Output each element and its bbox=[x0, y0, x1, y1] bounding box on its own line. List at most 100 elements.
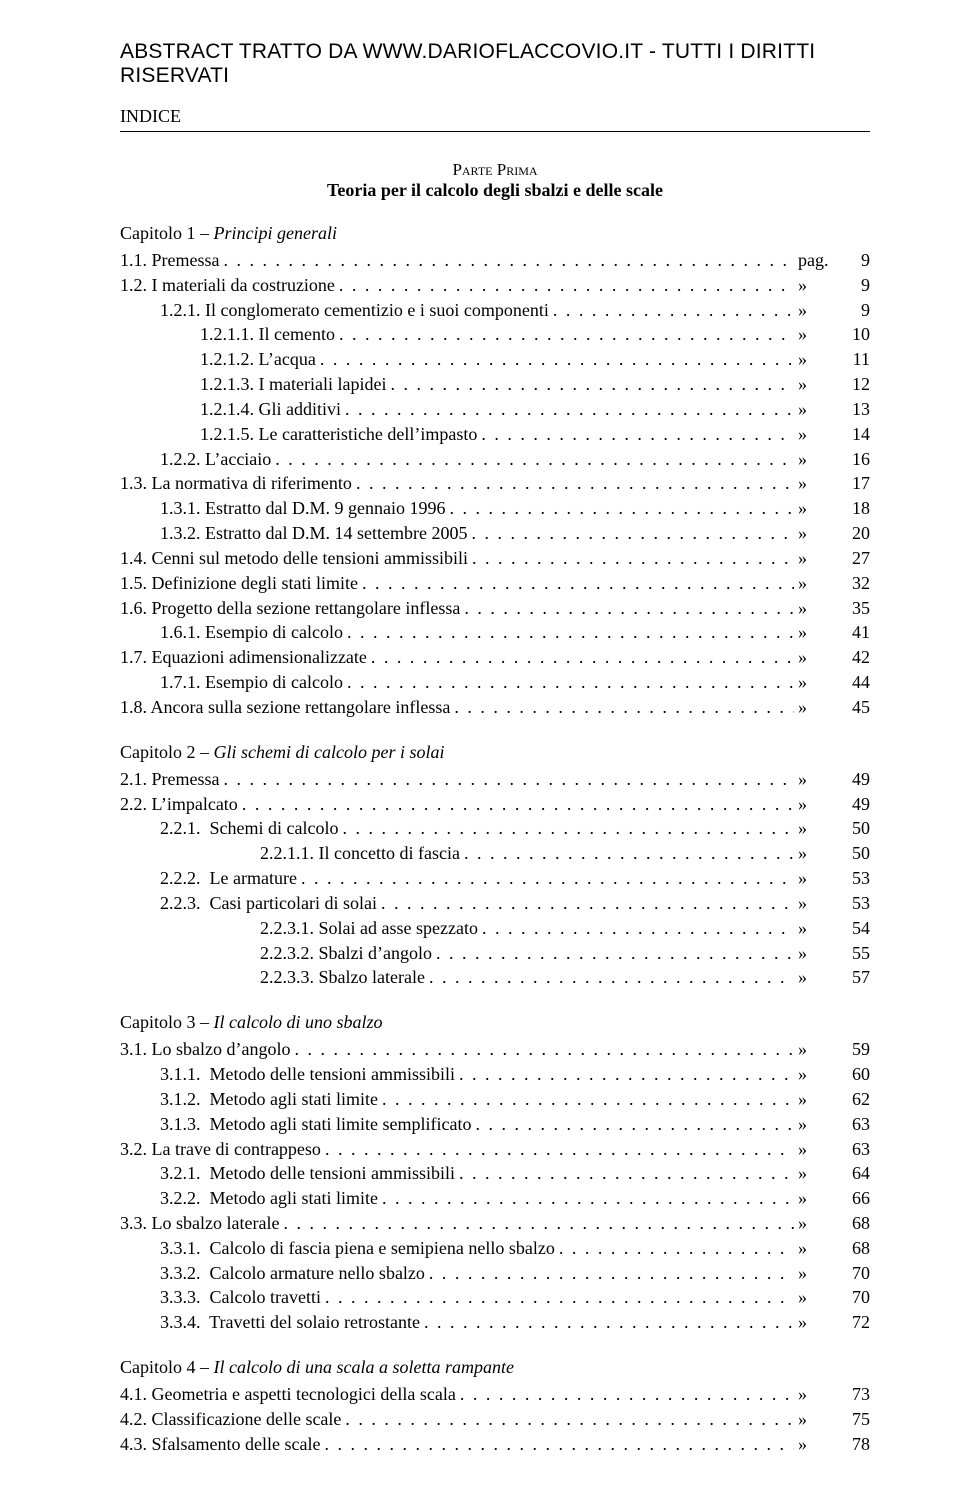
toc-page-number: 50 bbox=[836, 816, 870, 841]
toc-line: 1.2. I materiali da costruzione. . . . .… bbox=[120, 273, 870, 298]
toc-label: 1.6. Progetto della sezione rettangolare… bbox=[120, 596, 460, 621]
toc-leader-dots: . . . . . . . . . . . . . . . . . . . . … bbox=[467, 521, 794, 546]
toc-leader-dots: . . . . . . . . . . . . . . . . . . . . … bbox=[320, 1432, 794, 1457]
toc-leader-dots: . . . . . . . . . . . . . . . . . . . . … bbox=[341, 1407, 794, 1432]
chapter-title: Capitolo 2 – Gli schemi di calcolo per i… bbox=[120, 742, 870, 763]
toc-unit: » bbox=[794, 422, 836, 447]
toc-page-number: 64 bbox=[836, 1161, 870, 1186]
chapter-name: Principi generali bbox=[214, 223, 337, 243]
toc-unit: » bbox=[794, 1261, 836, 1286]
toc-line: 1.2.1.4. Gli additivi. . . . . . . . . .… bbox=[120, 397, 870, 422]
toc-page-number: 53 bbox=[836, 866, 870, 891]
toc-leader-dots: . . . . . . . . . . . . . . . . . . . . … bbox=[432, 941, 794, 966]
toc-line: 3.1.1. Metodo delle tensioni ammissibili… bbox=[120, 1062, 870, 1087]
chapter-name: Il calcolo di uno sbalzo bbox=[214, 1012, 383, 1032]
toc-label: 3.2.2. Metodo agli stati limite bbox=[160, 1186, 378, 1211]
toc-page-number: 20 bbox=[836, 521, 870, 546]
toc-page-number: 49 bbox=[836, 792, 870, 817]
toc-unit: » bbox=[794, 1112, 836, 1137]
toc-label: 1.2.1.5. Le caratteristiche dell’impasto bbox=[200, 422, 477, 447]
toc-line: 3.1.3. Metodo agli stati limite semplifi… bbox=[120, 1112, 870, 1137]
toc-label: 1.4. Cenni sul metodo delle tensioni amm… bbox=[120, 546, 468, 571]
toc-label: 2.2.1. Schemi di calcolo bbox=[160, 816, 338, 841]
toc-line: 3.3.3. Calcolo travetti. . . . . . . . .… bbox=[120, 1285, 870, 1310]
toc-leader-dots: . . . . . . . . . . . . . . . . . . . . … bbox=[378, 1087, 794, 1112]
toc-leader-dots: . . . . . . . . . . . . . . . . . . . . … bbox=[425, 965, 794, 990]
toc-page-number: 42 bbox=[836, 645, 870, 670]
toc-line: 2.2.3.3. Sbalzo laterale. . . . . . . . … bbox=[120, 965, 870, 990]
toc-leader-dots: . . . . . . . . . . . . . . . . . . . . … bbox=[455, 1161, 794, 1186]
toc-leader-dots: . . . . . . . . . . . . . . . . . . . . … bbox=[460, 841, 794, 866]
toc-leader-dots: . . . . . . . . . . . . . . . . . . . . … bbox=[549, 298, 794, 323]
toc-page-number: 57 bbox=[836, 965, 870, 990]
toc-unit: » bbox=[794, 941, 836, 966]
toc-unit: » bbox=[794, 1037, 836, 1062]
toc-line: 3.3.1. Calcolo di fascia piena e semipie… bbox=[120, 1236, 870, 1261]
toc-unit: » bbox=[794, 1236, 836, 1261]
toc-unit: » bbox=[794, 596, 836, 621]
toc-unit: » bbox=[794, 1310, 836, 1335]
toc-leader-dots: . . . . . . . . . . . . . . . . . . . . … bbox=[335, 322, 794, 347]
toc-unit: » bbox=[794, 447, 836, 472]
toc-label: 3.3.1. Calcolo di fascia piena e semipie… bbox=[160, 1236, 555, 1261]
toc-label: 2.2. L’impalcato bbox=[120, 792, 238, 817]
toc-line: 3.1.2. Metodo agli stati limite. . . . .… bbox=[120, 1087, 870, 1112]
indice-title: INDICE bbox=[120, 106, 870, 132]
toc-label: 1.2.1. Il conglomerato cementizio e i su… bbox=[160, 298, 549, 323]
toc-line: 2.2.3.1. Solai ad asse spezzato. . . . .… bbox=[120, 916, 870, 941]
chapter-title: Capitolo 3 – Il calcolo di uno sbalzo bbox=[120, 1012, 870, 1033]
toc-page-number: 18 bbox=[836, 496, 870, 521]
toc-label: 3.1.1. Metodo delle tensioni ammissibili bbox=[160, 1062, 455, 1087]
toc-unit: » bbox=[794, 670, 836, 695]
toc-label: 3.2.1. Metodo delle tensioni ammissibili bbox=[160, 1161, 455, 1186]
page: ABSTRACT TRATTO DA WWW.DARIOFLACCOVIO.IT… bbox=[0, 0, 960, 1497]
toc-line: 1.2.1.3. I materiali lapidei. . . . . . … bbox=[120, 372, 870, 397]
toc-unit: » bbox=[794, 1062, 836, 1087]
toc-label: 1.5. Definizione degli stati limite bbox=[120, 571, 358, 596]
toc-unit: » bbox=[794, 891, 836, 916]
chapter-prefix: Capitolo 1 – bbox=[120, 223, 214, 243]
toc-unit: » bbox=[794, 965, 836, 990]
toc-label: 2.2.3.2. Sbalzi d’angolo bbox=[260, 941, 432, 966]
toc-page-number: 35 bbox=[836, 596, 870, 621]
toc-leader-dots: . . . . . . . . . . . . . . . . . . . . … bbox=[367, 645, 794, 670]
toc-unit: » bbox=[794, 1087, 836, 1112]
toc-leader-dots: . . . . . . . . . . . . . . . . . . . . … bbox=[352, 471, 794, 496]
toc-label: 1.2.2. L’acciaio bbox=[160, 447, 271, 472]
toc-leader-dots: . . . . . . . . . . . . . . . . . . . . … bbox=[460, 596, 794, 621]
toc-label: 2.2.3.1. Solai ad asse spezzato bbox=[260, 916, 478, 941]
toc-leader-dots: . . . . . . . . . . . . . . . . . . . . … bbox=[297, 866, 794, 891]
toc-page-number: 53 bbox=[836, 891, 870, 916]
toc-label: 1.2.1.3. I materiali lapidei bbox=[200, 372, 386, 397]
chapter-name: Gli schemi di calcolo per i solai bbox=[214, 742, 445, 762]
toc-unit: » bbox=[794, 645, 836, 670]
toc-leader-dots: . . . . . . . . . . . . . . . . . . . . … bbox=[555, 1236, 794, 1261]
toc-unit: » bbox=[794, 372, 836, 397]
toc-label: 4.2. Classificazione delle scale bbox=[120, 1407, 341, 1432]
toc-line: 3.3.4. Travetti del solaio retrostante. … bbox=[120, 1310, 870, 1335]
toc-unit: » bbox=[794, 471, 836, 496]
toc-page-number: 41 bbox=[836, 620, 870, 645]
toc-leader-dots: . . . . . . . . . . . . . . . . . . . . … bbox=[378, 1186, 794, 1211]
toc-leader-dots: . . . . . . . . . . . . . . . . . . . . … bbox=[343, 620, 794, 645]
toc-page-number: 63 bbox=[836, 1112, 870, 1137]
toc-label: 3.3.3. Calcolo travetti bbox=[160, 1285, 321, 1310]
toc-page-number: 68 bbox=[836, 1211, 870, 1236]
toc-leader-dots: . . . . . . . . . . . . . . . . . . . . … bbox=[386, 372, 794, 397]
toc-line: 3.1. Lo sbalzo d’angolo. . . . . . . . .… bbox=[120, 1037, 870, 1062]
toc-page-number: 49 bbox=[836, 767, 870, 792]
toc-page-number: 62 bbox=[836, 1087, 870, 1112]
toc-page-number: 11 bbox=[836, 347, 870, 372]
toc-unit: » bbox=[794, 695, 836, 720]
toc-leader-dots: . . . . . . . . . . . . . . . . . . . . … bbox=[343, 670, 794, 695]
toc-leader-dots: . . . . . . . . . . . . . . . . . . . . … bbox=[279, 1211, 794, 1236]
toc-page-number: 10 bbox=[836, 322, 870, 347]
toc-page-number: 63 bbox=[836, 1137, 870, 1162]
toc-line: 1.6.1. Esempio di calcolo. . . . . . . .… bbox=[120, 620, 870, 645]
toc-page-number: 44 bbox=[836, 670, 870, 695]
toc-page-number: 32 bbox=[836, 571, 870, 596]
toc-label: 1.2.1.1. Il cemento bbox=[200, 322, 335, 347]
toc-unit: » bbox=[794, 546, 836, 571]
toc-leader-dots: . . . . . . . . . . . . . . . . . . . . … bbox=[271, 447, 794, 472]
toc-line: 3.2.2. Metodo agli stati limite. . . . .… bbox=[120, 1186, 870, 1211]
